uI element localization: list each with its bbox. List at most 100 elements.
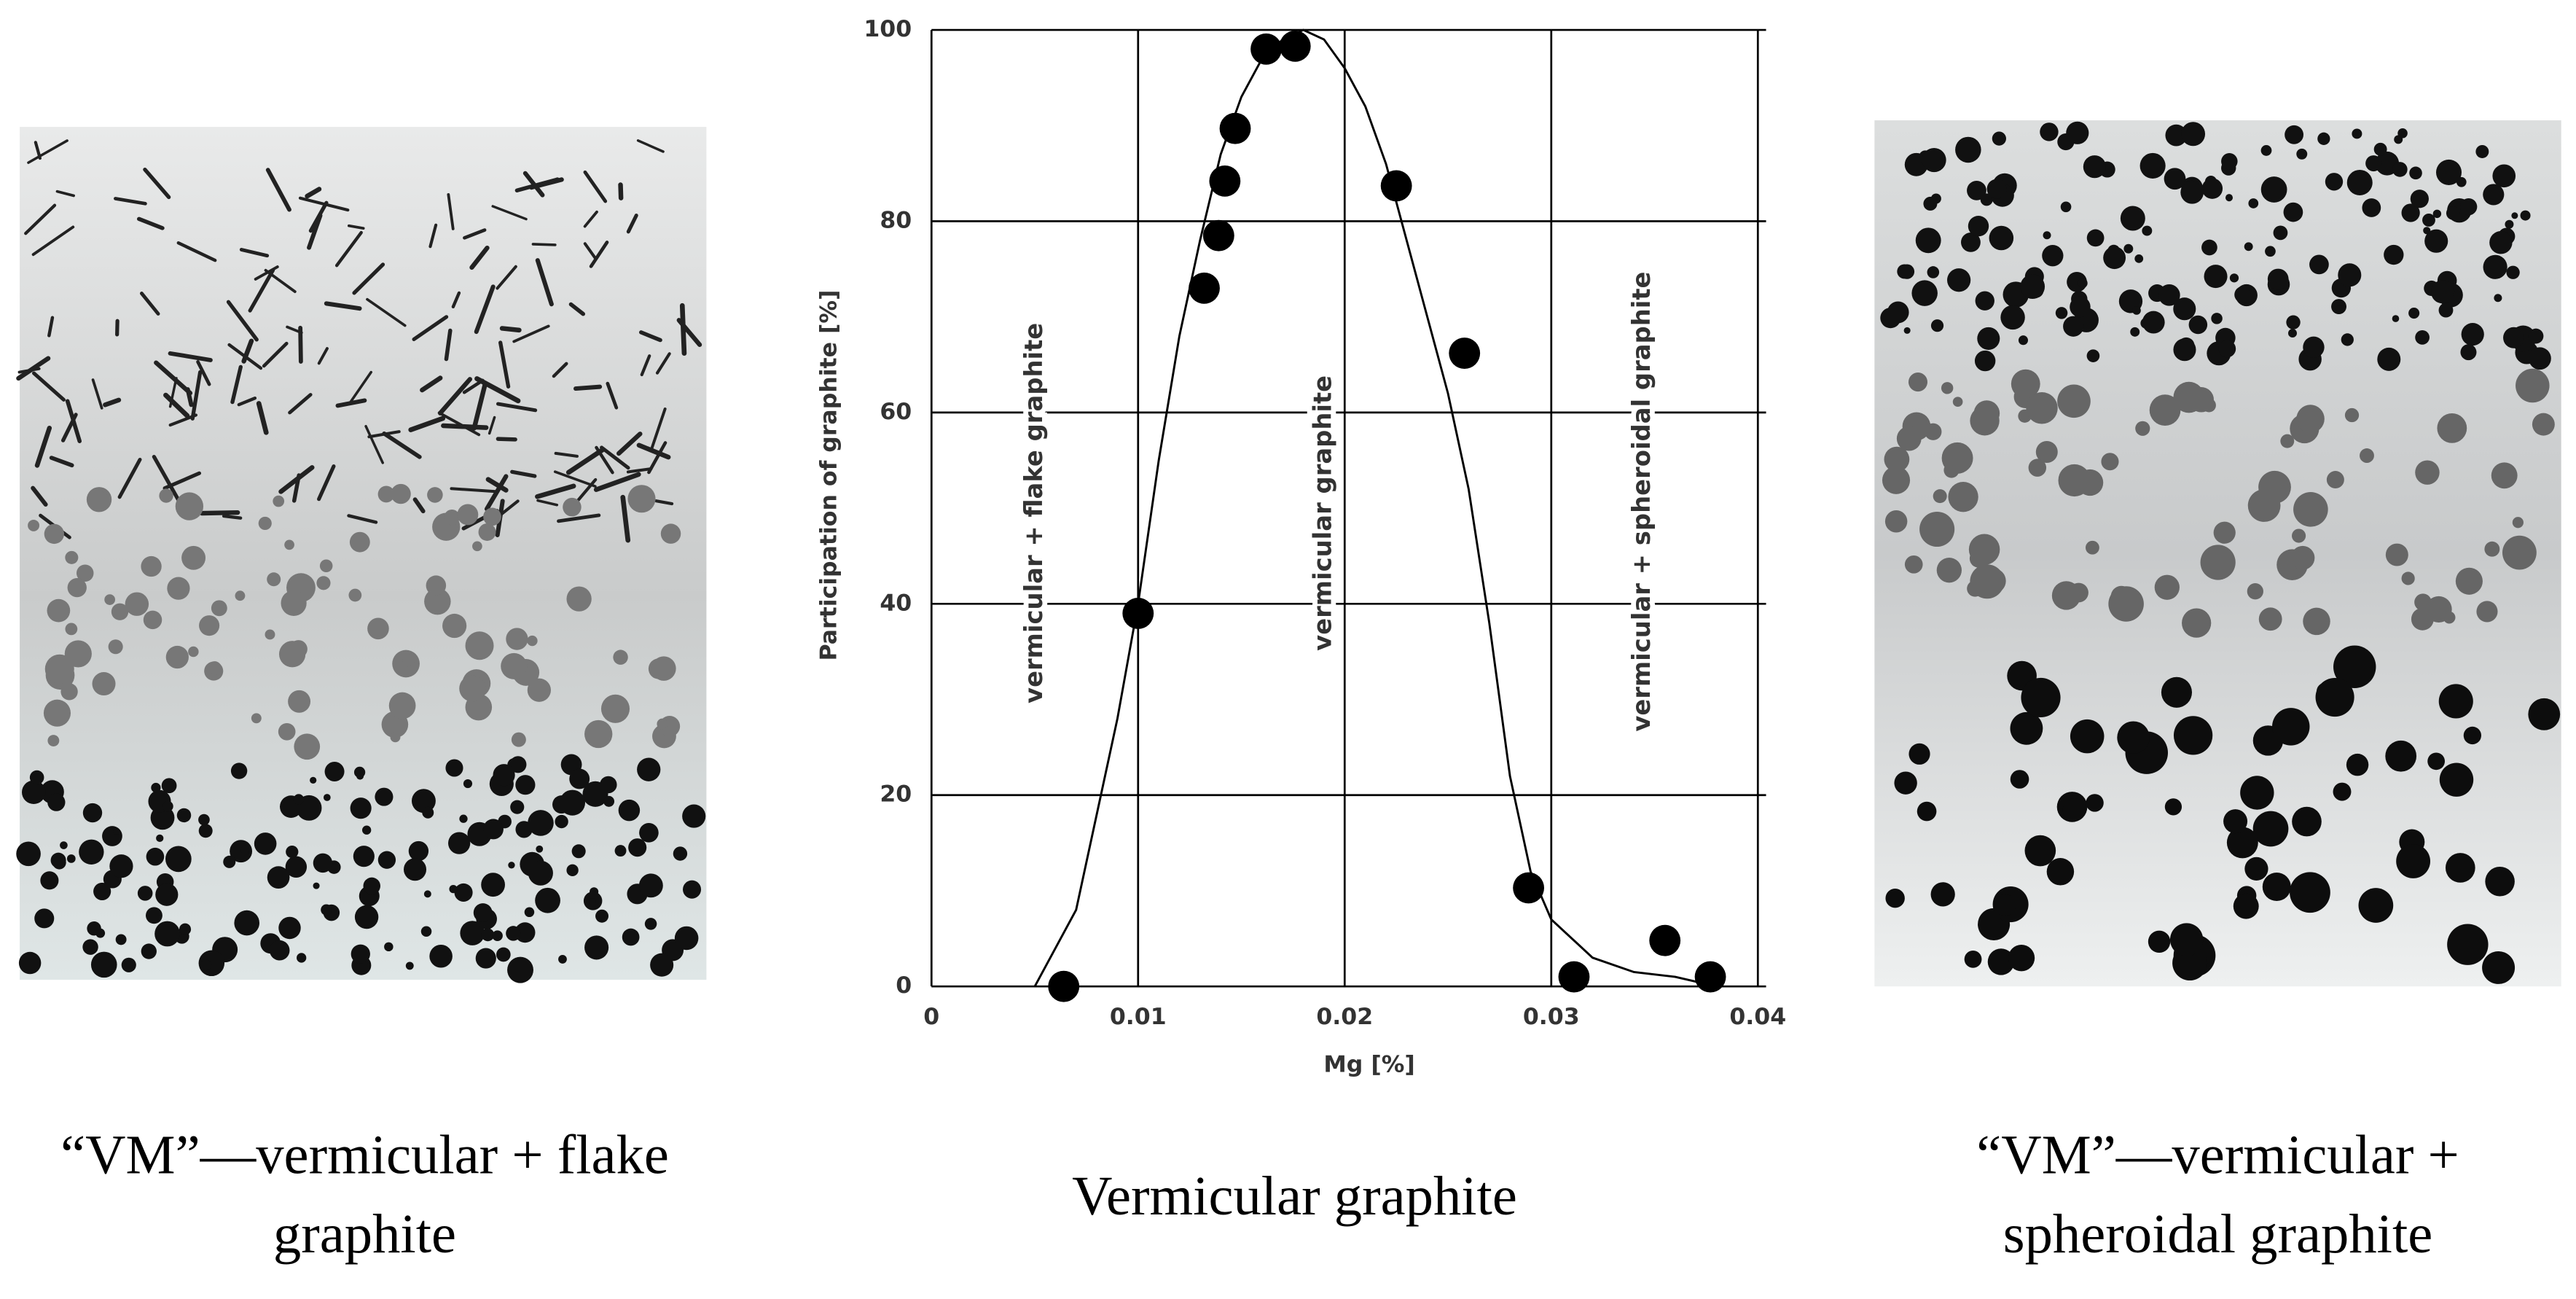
particle	[2425, 596, 2452, 623]
particle	[2484, 541, 2500, 557]
particle	[2074, 394, 2087, 406]
flake	[305, 187, 322, 199]
flake	[248, 268, 275, 313]
nodule	[448, 832, 471, 854]
nodule	[2062, 798, 2086, 822]
nodule	[2161, 676, 2193, 708]
particle	[2101, 453, 2119, 471]
nodule	[2070, 719, 2105, 754]
flake	[264, 268, 297, 293]
nodule	[2164, 798, 2182, 816]
particle	[444, 509, 460, 526]
flake	[408, 416, 446, 432]
flake	[535, 483, 576, 499]
particle	[87, 491, 109, 512]
nodule	[165, 846, 192, 873]
flake	[471, 381, 488, 431]
data-point	[1380, 170, 1412, 202]
flake	[650, 407, 667, 450]
flake	[288, 393, 313, 415]
particle	[2373, 142, 2387, 156]
nodule	[423, 890, 431, 898]
flake	[420, 375, 443, 393]
particle	[367, 617, 389, 640]
particle	[2140, 152, 2166, 179]
x-tick-label: 0.04	[1729, 1004, 1786, 1030]
data-point	[1558, 961, 1590, 993]
x-tick-label: 0.03	[1523, 1004, 1580, 1030]
particle	[506, 628, 528, 650]
particle	[44, 654, 74, 684]
nodule	[47, 793, 66, 811]
flake	[583, 170, 608, 203]
nodule	[403, 858, 427, 881]
nodule	[2445, 853, 2475, 883]
particle	[2221, 153, 2238, 170]
particle	[104, 594, 116, 605]
nodule	[79, 839, 104, 865]
particle	[2063, 316, 2084, 337]
particle	[65, 623, 78, 636]
flake	[139, 292, 160, 316]
nodule	[2427, 752, 2446, 771]
y-tick-label: 0	[896, 972, 912, 999]
particle	[2142, 225, 2153, 236]
flake	[364, 424, 384, 464]
caption: graphite	[273, 1203, 456, 1265]
particle	[2260, 176, 2287, 203]
particle	[2218, 340, 2236, 358]
caption: “VM”—vermicular + flake	[60, 1124, 669, 1186]
nodule	[528, 810, 554, 836]
particle	[2336, 305, 2345, 313]
flake	[34, 426, 52, 468]
particle	[1904, 555, 1923, 574]
flake	[522, 171, 545, 198]
nodule	[405, 961, 414, 970]
flake	[626, 467, 653, 474]
particle	[2365, 155, 2382, 172]
particle	[563, 497, 582, 517]
nodule	[2021, 677, 2061, 718]
nodule	[2046, 858, 2075, 886]
particle	[1961, 232, 1981, 252]
particle	[1915, 227, 1941, 254]
flake	[531, 243, 557, 246]
nodule	[2396, 844, 2431, 878]
nodule	[2223, 809, 2248, 834]
nodule	[223, 855, 236, 868]
particle	[2432, 209, 2442, 219]
nodule	[1964, 950, 1982, 968]
nodule	[200, 959, 212, 971]
particle	[2265, 246, 2276, 257]
flake	[626, 214, 638, 234]
nodule	[2333, 782, 2352, 801]
particle	[67, 577, 87, 598]
nodule	[93, 882, 111, 900]
flake	[190, 370, 203, 421]
particle	[28, 519, 40, 531]
particle	[2397, 128, 2408, 139]
nodule	[1894, 771, 1917, 795]
particle	[1986, 179, 2007, 199]
particle	[2455, 567, 2483, 595]
flake	[24, 203, 57, 235]
nodule	[510, 800, 525, 814]
nodule	[445, 759, 463, 777]
particle	[402, 654, 415, 667]
particle	[1899, 264, 1915, 279]
nodule	[2447, 924, 2489, 965]
data-point	[1279, 30, 1311, 62]
particle	[1977, 327, 2000, 350]
particle	[2317, 132, 2330, 145]
nodule	[323, 794, 331, 801]
nodule	[16, 841, 41, 867]
data-point	[1449, 338, 1481, 369]
nodule	[2010, 711, 2043, 745]
nodule	[614, 845, 627, 857]
nodule	[363, 877, 380, 895]
nodule	[492, 930, 503, 941]
particle	[2511, 212, 2518, 219]
flake	[469, 245, 490, 270]
flake	[428, 223, 438, 249]
nodule	[535, 887, 560, 913]
